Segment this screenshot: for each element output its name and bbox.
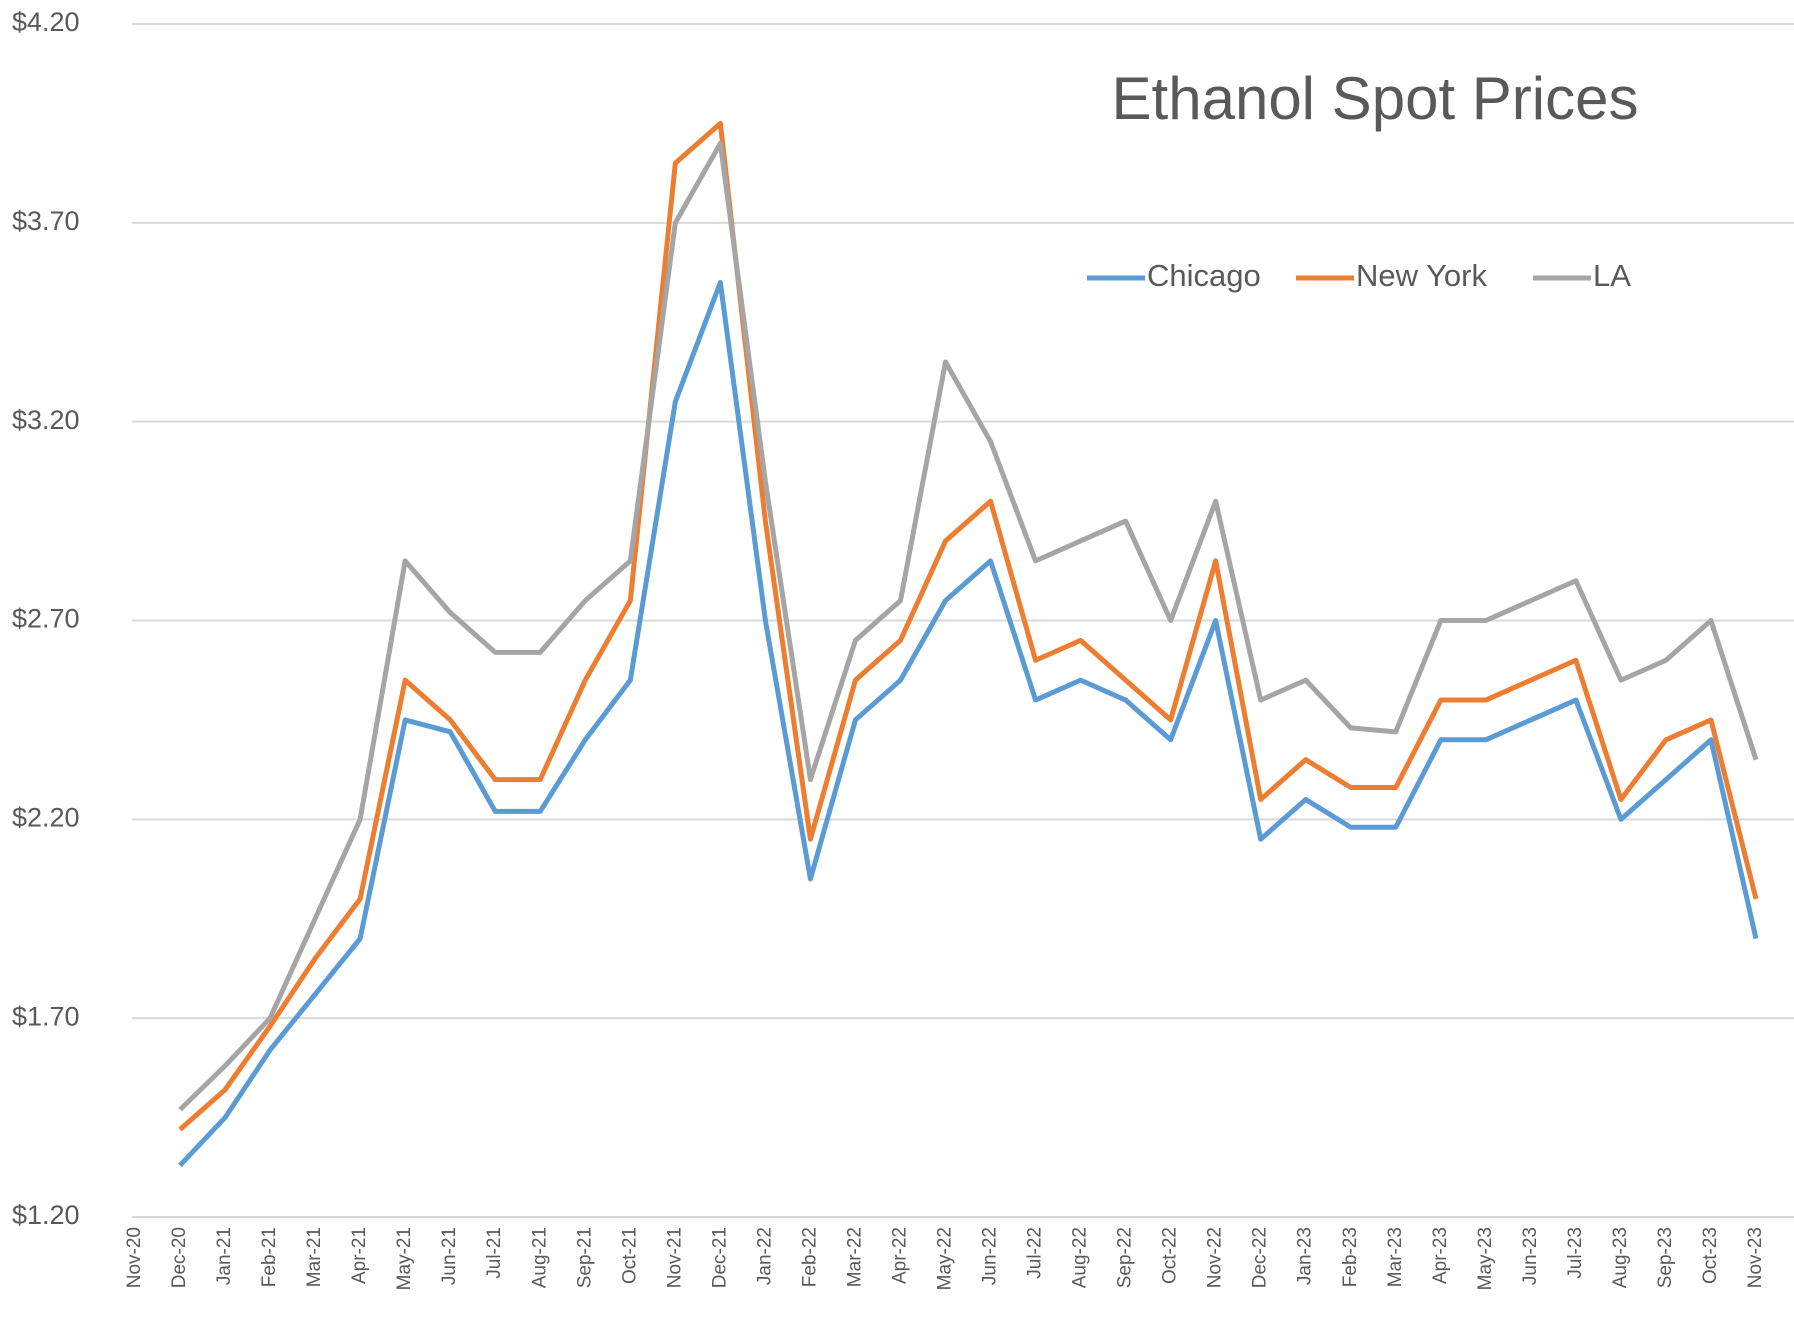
x-tick-label: Jul-22 — [1025, 1227, 1046, 1279]
x-tick-label: May-22 — [935, 1227, 956, 1290]
x-tick-label: Nov-22 — [1205, 1227, 1226, 1288]
x-tick-label: Feb-22 — [799, 1227, 820, 1287]
x-tick-label: Apr-21 — [349, 1227, 370, 1284]
x-tick-label: Dec-22 — [1250, 1227, 1271, 1288]
x-tick-label: Mar-23 — [1385, 1227, 1406, 1287]
chart-title: Ethanol Spot Prices — [1112, 65, 1639, 132]
y-tick-label: $2.70 — [12, 604, 80, 634]
x-tick-label: Oct-21 — [619, 1227, 640, 1284]
y-tick-label: $3.20 — [12, 405, 80, 435]
y-tick-label: $4.20 — [12, 7, 80, 37]
x-tick-label: Jul-23 — [1565, 1227, 1586, 1279]
line-series — [178, 120, 1759, 1132]
x-tick-label: Apr-23 — [1430, 1227, 1451, 1284]
x-tick-label: Nov-20 — [124, 1227, 145, 1288]
legend-label: New York — [1356, 258, 1487, 293]
x-tick-label: Mar-21 — [304, 1227, 325, 1287]
y-tick-label: $3.70 — [12, 206, 80, 236]
x-tick-label: Nov-21 — [664, 1227, 685, 1288]
x-tick-label: Jun-22 — [980, 1227, 1001, 1285]
x-tick-label: Oct-23 — [1700, 1227, 1721, 1284]
x-tick-label: Feb-23 — [1340, 1227, 1361, 1287]
x-tick-label: Aug-21 — [529, 1227, 550, 1288]
x-tick-label: Dec-20 — [169, 1227, 190, 1288]
x-tick-label: Aug-22 — [1070, 1227, 1091, 1288]
x-tick-label: Sep-23 — [1655, 1227, 1676, 1288]
x-tick-label: Nov-23 — [1745, 1227, 1766, 1288]
x-tick-label: May-21 — [394, 1227, 415, 1290]
x-tick-label: Mar-22 — [844, 1227, 865, 1287]
y-tick-label: $2.20 — [12, 802, 80, 832]
x-tick-label: Sep-22 — [1115, 1227, 1136, 1288]
x-tick-label: Jun-21 — [439, 1227, 460, 1285]
x-tick-label: Jan-21 — [214, 1227, 235, 1285]
y-tick-label: $1.70 — [12, 1001, 80, 1031]
legend-label: Chicago — [1147, 258, 1261, 293]
x-tick-label: Dec-21 — [709, 1227, 730, 1288]
x-tick-label: Jul-21 — [484, 1227, 505, 1279]
legend-label: LA — [1593, 258, 1631, 293]
x-tick-label: Aug-23 — [1610, 1227, 1631, 1288]
x-tick-label: Apr-22 — [889, 1227, 910, 1284]
x-tick-label: Jan-23 — [1295, 1227, 1316, 1285]
x-tick-label: Sep-21 — [574, 1227, 595, 1288]
x-tick-label: Jan-22 — [754, 1227, 775, 1285]
x-tick-label: Feb-21 — [259, 1227, 280, 1287]
line-series — [178, 279, 1759, 1168]
line-series — [178, 140, 1759, 1112]
x-tick-label: Jun-23 — [1520, 1227, 1541, 1285]
x-tick-label: Oct-22 — [1160, 1227, 1181, 1284]
x-tick-label: May-23 — [1475, 1227, 1496, 1290]
y-tick-label: $1.20 — [12, 1200, 80, 1230]
